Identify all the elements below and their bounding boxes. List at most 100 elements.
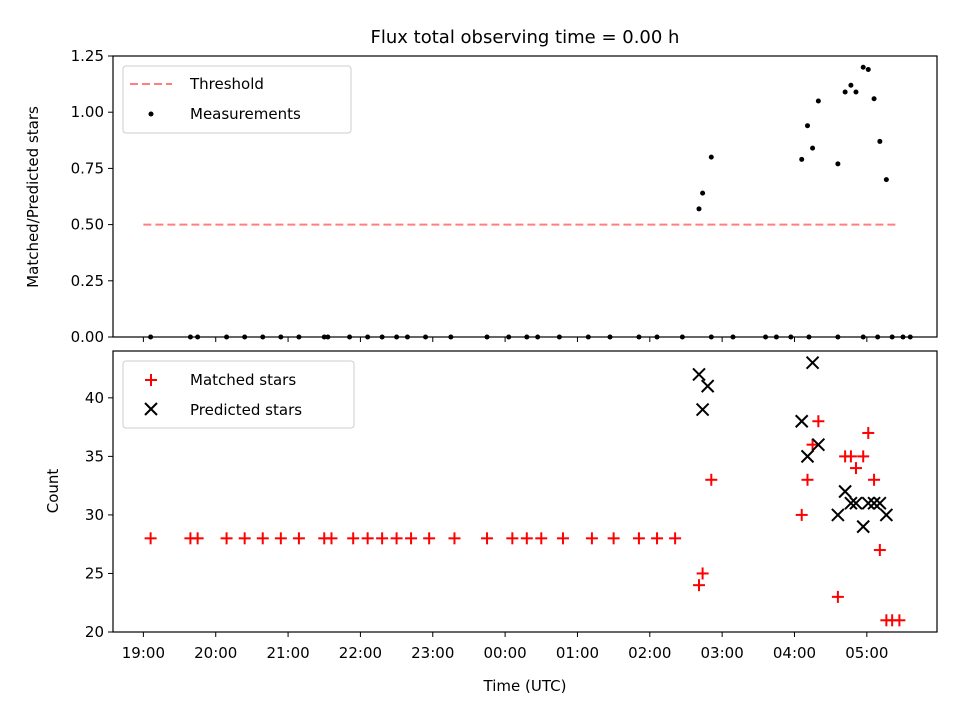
matched-star-point	[607, 532, 620, 545]
measurement-point	[448, 334, 454, 340]
measurement-point	[325, 334, 331, 340]
measurement-point	[696, 206, 702, 212]
matched-star-point	[448, 532, 461, 545]
measurement-point	[875, 334, 881, 340]
x-tick-label: 03:00	[701, 644, 744, 662]
measurement-point	[535, 334, 541, 340]
predicted-star-point	[867, 496, 881, 510]
measurement-point	[763, 334, 769, 340]
x-tick-label: 04:00	[773, 644, 816, 662]
measurement-point	[805, 123, 811, 129]
measurement-point	[321, 334, 327, 340]
x-tick-label: 21:00	[266, 644, 309, 662]
flux-ratio-legend: Threshold Measurements	[122, 65, 352, 134]
x-axis-label: Time (UTC)	[483, 677, 567, 695]
matched-star-point	[256, 532, 269, 545]
matched-star-point	[423, 532, 436, 545]
matched-star-point	[806, 438, 819, 451]
flux-ratio-y-ticks: 0.00 0.25 0.50 0.75 1.00 1.25	[71, 47, 113, 346]
matched-star-point	[238, 532, 251, 545]
measurement-point	[195, 334, 201, 340]
measurement-point	[187, 334, 193, 340]
measurement-point	[835, 161, 841, 167]
flux-ratio-series	[143, 64, 913, 340]
star-count-y-tick-label: 40	[85, 389, 104, 407]
measurement-point	[860, 64, 866, 70]
predicted-star-point	[805, 356, 820, 370]
matched-star-point	[893, 614, 906, 627]
measurement-point	[636, 334, 642, 340]
matched-star-point	[520, 532, 533, 545]
matched-star-point	[274, 532, 287, 545]
matched-star-point	[191, 532, 204, 545]
star-count-legend: Matched stars Predicted stars	[122, 360, 355, 429]
x-tick-label: 00:00	[483, 644, 526, 662]
matched-star-point	[361, 532, 374, 545]
measurement-point	[853, 89, 859, 95]
measurement-point	[242, 334, 248, 340]
matched-star-point	[849, 462, 862, 475]
predicted-star-point	[800, 449, 815, 464]
legend-predicted-marker	[144, 402, 158, 416]
measurement-point	[524, 334, 530, 340]
measurement-point	[404, 334, 410, 340]
matched-star-point	[862, 426, 875, 439]
matched-star-point	[506, 532, 519, 545]
measurement-point	[708, 154, 714, 160]
matched-star-point	[481, 532, 494, 545]
predicted-star-point	[795, 414, 809, 428]
measurement-point	[484, 334, 490, 340]
matched-star-point	[812, 415, 825, 428]
measurement-point	[889, 334, 895, 340]
measurement-point	[607, 334, 613, 340]
legend-predicted-label: Predicted stars	[190, 401, 302, 419]
matched-star-point	[705, 473, 718, 486]
predicted-star-point	[861, 496, 875, 510]
measurement-point	[815, 98, 821, 104]
predicted-star-point	[849, 496, 863, 510]
predicted-star-point	[700, 379, 715, 393]
measurement-point	[871, 96, 877, 102]
star-count-y-ticks: 20 25 30 35 40	[85, 389, 113, 641]
flux-ratio-x-ticks	[142, 337, 868, 342]
measurement-point	[260, 334, 266, 340]
x-tick-label: 22:00	[339, 644, 382, 662]
measurement-point	[788, 334, 794, 340]
matched-star-point	[220, 532, 233, 545]
matched-star-point	[831, 590, 844, 603]
matched-star-point	[873, 544, 886, 557]
matched-star-point	[376, 532, 389, 545]
measurement-point	[679, 334, 685, 340]
matched-star-point	[390, 532, 403, 545]
x-tick-label: 01:00	[556, 644, 599, 662]
matched-star-point	[651, 532, 664, 545]
predicted-star-point	[692, 367, 706, 382]
measurement-point	[848, 82, 854, 88]
flux-ratio-y-tick-label: 1.25	[71, 47, 104, 65]
measurement-point	[347, 334, 353, 340]
measurement-point	[379, 334, 385, 340]
measurement-point	[148, 334, 154, 340]
predicted-star-point	[873, 496, 887, 510]
measurement-point	[799, 156, 805, 162]
measurement-point	[835, 334, 841, 340]
x-tick-label: 20:00	[194, 644, 237, 662]
star-count-y-label: Count	[44, 469, 62, 514]
measurement-point	[730, 334, 736, 340]
measurement-point	[423, 334, 429, 340]
star-count-y-tick-label: 30	[85, 506, 104, 524]
measurement-point	[654, 334, 660, 340]
measurement-point	[842, 89, 848, 95]
matched-star-point	[857, 450, 870, 463]
matched-star-point	[801, 473, 814, 486]
x-tick-label: 02:00	[628, 644, 671, 662]
matched-star-point	[292, 532, 305, 545]
x-tick-label: 23:00	[411, 644, 454, 662]
chart-title: Flux total observing time = 0.00 h	[371, 27, 680, 48]
measurement-point	[865, 66, 871, 72]
predicted-star-point	[856, 519, 870, 534]
measurement-point	[556, 334, 562, 340]
predicted-star-point	[844, 496, 858, 510]
flux-ratio-y-tick-label: 0.50	[71, 216, 104, 234]
